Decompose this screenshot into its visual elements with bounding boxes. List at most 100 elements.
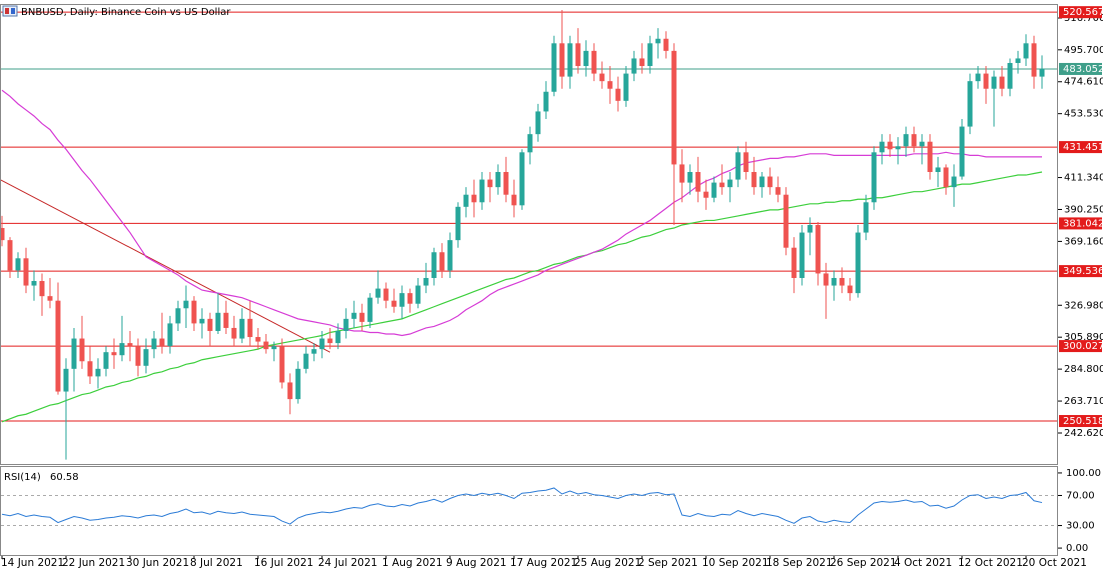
candle-body bbox=[63, 368, 69, 392]
candle-body bbox=[863, 202, 869, 233]
level-label-box bbox=[1059, 217, 1102, 230]
icon-part bbox=[5, 8, 9, 14]
candle-body bbox=[495, 171, 501, 188]
candle-body bbox=[263, 341, 269, 350]
x-tick-label: 10 Sep 2021 bbox=[702, 557, 769, 569]
x-tick-label: 25 Aug 2021 bbox=[574, 557, 641, 569]
level-label-box bbox=[1059, 141, 1102, 154]
x-tick-label: 26 Sep 2021 bbox=[830, 557, 897, 569]
candle-body bbox=[551, 43, 557, 92]
candle-body bbox=[703, 191, 709, 198]
candle-body bbox=[887, 141, 893, 150]
candle-body bbox=[103, 352, 109, 369]
candle-body bbox=[391, 300, 397, 307]
candle-body bbox=[719, 182, 725, 188]
candle-body bbox=[711, 182, 717, 198]
candle-body bbox=[287, 382, 293, 400]
y-tick-label: 263.710 bbox=[1064, 396, 1103, 407]
x-tick-label: 30 Jun 2021 bbox=[126, 557, 189, 569]
rsi-y-tick-label: 0.00 bbox=[1066, 543, 1088, 554]
candle-body bbox=[767, 176, 773, 188]
rsi-y-tick-label: 100.00 bbox=[1066, 468, 1101, 479]
y-tick-label: 453.530 bbox=[1064, 109, 1103, 120]
level-label: 349.536 bbox=[1063, 266, 1103, 277]
candle-body bbox=[543, 91, 549, 112]
x-tick-label: 24 Jul 2021 bbox=[318, 557, 377, 569]
candle-body bbox=[199, 318, 205, 324]
candle-body bbox=[255, 337, 261, 342]
candle-body bbox=[671, 50, 677, 165]
level-label-box bbox=[1059, 6, 1102, 19]
candle-body bbox=[279, 346, 285, 383]
candle-body bbox=[47, 296, 53, 301]
candle-body bbox=[343, 318, 349, 331]
candle-body bbox=[663, 38, 669, 51]
y-tick-label: 516.700 bbox=[1064, 13, 1103, 24]
candle-body bbox=[1031, 43, 1037, 77]
candle-body bbox=[271, 346, 277, 350]
rsi-current-value: 60.58 bbox=[50, 472, 79, 483]
x-tick-label: 1 Aug 2021 bbox=[382, 557, 443, 569]
candle-body bbox=[831, 277, 837, 286]
candle-body bbox=[71, 338, 77, 369]
candle-body bbox=[783, 194, 789, 248]
candle-body bbox=[1039, 69, 1045, 77]
x-tick-label: 22 Jun 2021 bbox=[62, 557, 125, 569]
candle-body bbox=[823, 273, 829, 286]
y-tick-label: 284.800 bbox=[1064, 364, 1103, 375]
candle-body bbox=[503, 171, 509, 195]
plot-layer: 516.700 495.700 474.610 453.530 411.340 390.2… bbox=[0, 6, 1103, 569]
candle-body bbox=[31, 281, 37, 286]
candle-body bbox=[1015, 58, 1021, 63]
candle-body bbox=[367, 297, 373, 322]
candle-body bbox=[455, 206, 461, 241]
y-tick-label: 495.700 bbox=[1064, 45, 1103, 56]
candle-body bbox=[943, 167, 949, 188]
candle-body bbox=[575, 43, 581, 67]
candle-body bbox=[775, 187, 781, 195]
candle-body bbox=[527, 134, 533, 153]
candle-body bbox=[967, 81, 973, 127]
chart-title: BNBUSD, Daily: Binance Coin vs US Dollar bbox=[21, 7, 231, 18]
candle-body bbox=[447, 240, 453, 271]
candle-body bbox=[351, 312, 357, 319]
candle-body bbox=[1007, 62, 1013, 89]
candle-body bbox=[599, 73, 605, 82]
y-tick-label: 305.890 bbox=[1064, 332, 1103, 343]
y-tick-label: 411.340 bbox=[1064, 173, 1103, 184]
level-label: 300.027 bbox=[1063, 341, 1103, 352]
candle-body bbox=[983, 73, 989, 89]
candle-body bbox=[951, 176, 957, 188]
level-label: 520.567 bbox=[1063, 7, 1103, 18]
candle-body bbox=[383, 288, 389, 301]
candle-body bbox=[415, 285, 421, 304]
candle-body bbox=[335, 330, 341, 344]
rsi-line bbox=[1, 487, 1043, 525]
rsi-y-tick-label: 30.00 bbox=[1066, 521, 1095, 532]
candle-body bbox=[327, 338, 333, 344]
y-tick-label: 474.610 bbox=[1064, 77, 1103, 88]
candle-body bbox=[743, 152, 749, 172]
candle-body bbox=[879, 141, 885, 153]
candle-body bbox=[511, 194, 517, 206]
level-label-box bbox=[1059, 415, 1102, 428]
x-tick-label: 20 Oct 2021 bbox=[1022, 557, 1087, 569]
candle-body bbox=[295, 368, 301, 400]
candle-body bbox=[311, 349, 317, 354]
candle-body bbox=[407, 293, 413, 304]
candle-body bbox=[727, 179, 733, 188]
candle-body bbox=[759, 176, 765, 188]
x-tick-label: 12 Oct 2021 bbox=[958, 557, 1023, 569]
candle-body bbox=[927, 141, 933, 172]
candle-body bbox=[975, 73, 981, 82]
candle-body bbox=[487, 179, 493, 188]
x-tick-label: 14 Jun 2021 bbox=[1, 557, 64, 569]
candle-body bbox=[143, 349, 149, 366]
candle-body bbox=[871, 152, 877, 203]
candle-body bbox=[183, 300, 189, 309]
candle-body bbox=[439, 252, 445, 271]
rsi-panel-frame bbox=[0, 466, 1058, 556]
level-label-box bbox=[1059, 265, 1102, 278]
x-tick-label: 9 Aug 2021 bbox=[446, 557, 507, 569]
